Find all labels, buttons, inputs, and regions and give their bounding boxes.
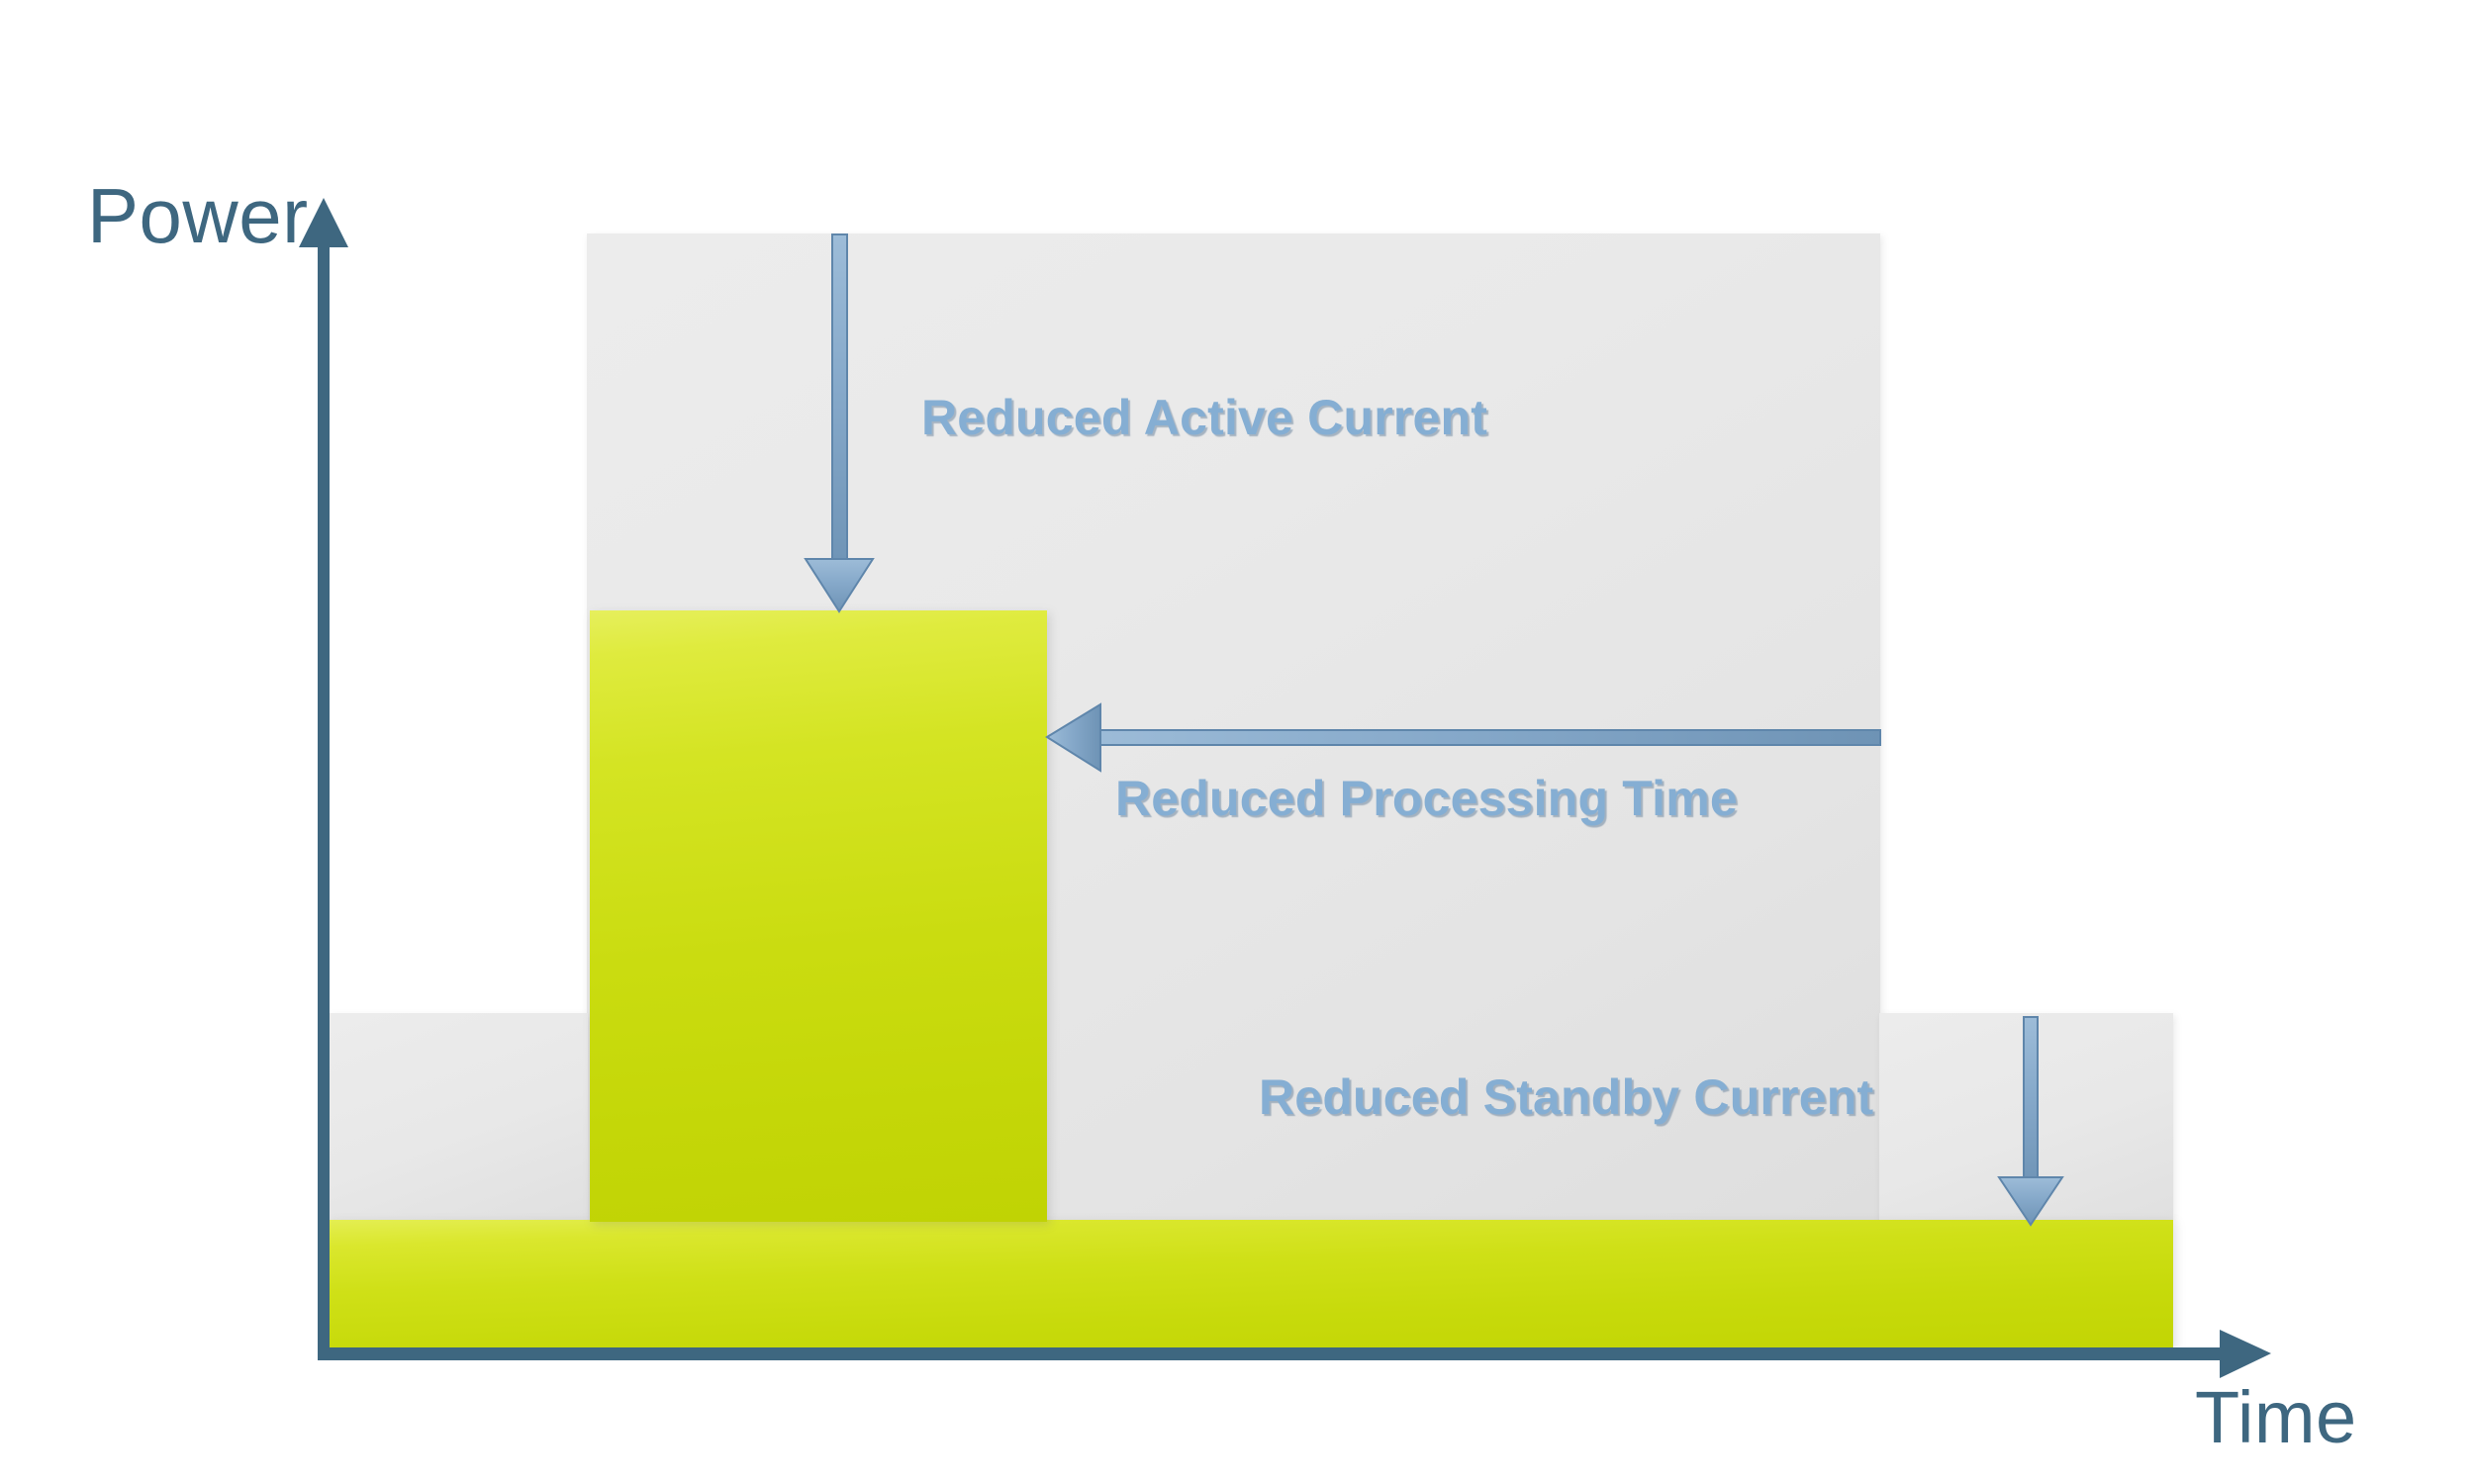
right-arrow-icon	[2220, 1330, 2271, 1378]
optimised-standby-power-band	[329, 1220, 2173, 1347]
baseline-standby-block-left	[329, 1013, 588, 1220]
callout-reduced-active-current: Reduced Active Current	[921, 390, 1488, 445]
callout-reduced-standby-current: Reduced Standby Current	[1259, 1069, 1874, 1125]
y-axis-label: Power	[87, 172, 309, 259]
optimised-active-power-block	[590, 610, 1047, 1222]
x-axis-label: Time	[2195, 1376, 2357, 1458]
callout-reduced-processing-time: Reduced Processing Time	[1115, 771, 1738, 826]
baseline-standby-block-right	[1879, 1013, 2173, 1220]
